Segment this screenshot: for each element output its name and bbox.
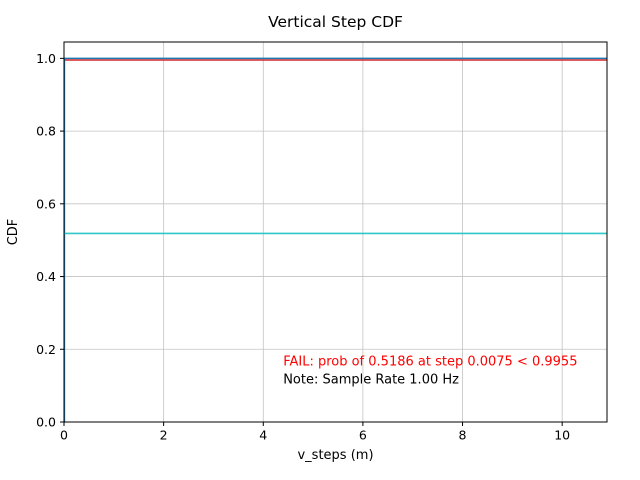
plot-area: 0 2 4 6 8 10 0.0 0.2 0.4 0.6 0.8 1.0 FAIL: prob of 0…: [36, 41, 608, 443]
y-tick-label: 0.0: [36, 415, 56, 430]
y-axis-label: CDF: [6, 219, 21, 246]
y-tick-label: 0.8: [36, 124, 56, 139]
y-tick-label: 0.4: [36, 269, 56, 284]
x-tick-label: 6: [359, 428, 367, 443]
x-tick-label: 10: [554, 428, 570, 443]
fail-annotation: FAIL: prob of 0.5186 at step 0.0075 < 0.…: [283, 355, 577, 370]
x-tick-label: 2: [160, 428, 168, 443]
chart-title: Vertical Step CDF: [268, 13, 403, 31]
y-tick-label: 0.6: [36, 196, 56, 211]
x-tick-label: 4: [259, 428, 267, 443]
y-tick-label: 0.2: [36, 342, 56, 357]
x-tick-label: 0: [60, 428, 68, 443]
x-tick-label: 8: [459, 428, 467, 443]
axes-spines: [63, 41, 608, 423]
y-tick-label: 1.0: [36, 51, 56, 66]
sample-rate-note: Note: Sample Rate 1.00 Hz: [283, 372, 459, 387]
x-axis-label: v_steps (m): [297, 448, 373, 463]
